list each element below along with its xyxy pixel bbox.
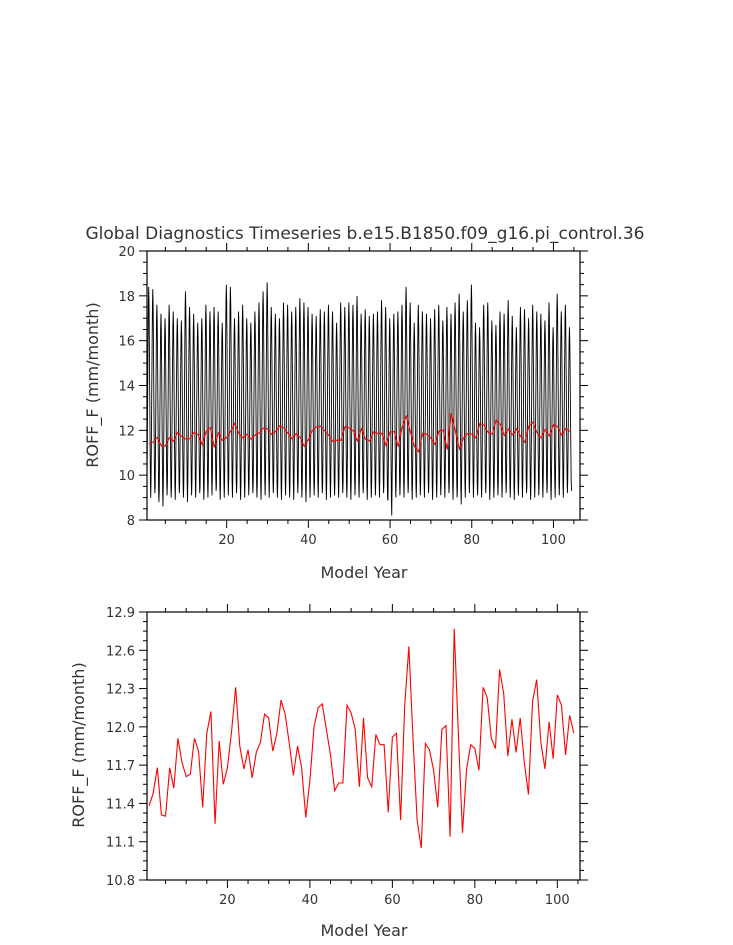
top-plot-area: 20 40 60 80 100 8 10 12 14 16 18 20	[118, 243, 588, 548]
x-tick-label: 60	[382, 533, 399, 548]
x-tick-label: 80	[467, 893, 484, 908]
y-tick-label: 12.9	[106, 606, 135, 621]
bottom-y-axis-label: ROFF_F (mm/month)	[69, 662, 89, 827]
y-tick-label: 10.8	[106, 874, 135, 889]
y-tick-label: 10	[118, 469, 135, 484]
x-tick-label: 60	[384, 893, 401, 908]
x-tick-label: 20	[218, 533, 235, 548]
y-tick-label: 11.1	[106, 836, 135, 851]
top-y-axis-label: ROFF_F (mm/month)	[83, 302, 103, 467]
series-line-annual-mean	[148, 412, 571, 453]
y-tick-label: 11.4	[106, 797, 135, 812]
bottom-chart: 20 40 60 80 100 10.8 11.1 11.4 11.7 12.0 12.3 12.6 1…	[69, 604, 588, 940]
top-x-axis-label: Model Year	[321, 563, 408, 582]
bottom-plot-area: 20 40 60 80 100 10.8 11.1 11.4 11.7 12.0 12.3 12.6 1…	[106, 604, 588, 908]
y-tick-label: 12.3	[106, 683, 135, 698]
x-tick-label: 100	[541, 533, 566, 548]
top-chart: Global Diagnostics Timeseries b.e15.B185…	[83, 224, 644, 582]
x-tick-label: 40	[302, 893, 319, 908]
y-tick-label: 16	[118, 335, 135, 350]
y-tick-label: 12.6	[106, 644, 135, 659]
series-line-monthly	[146, 282, 572, 516]
series-line-annual-mean	[148, 628, 575, 849]
y-tick-label: 8	[127, 514, 135, 529]
x-tick-label: 100	[545, 893, 570, 908]
x-tick-label: 40	[300, 533, 317, 548]
y-tick-label: 12	[118, 424, 135, 439]
y-tick-label: 12.0	[106, 721, 135, 736]
bottom-x-axis-label: Model Year	[321, 921, 408, 940]
x-tick-label: 20	[219, 893, 236, 908]
y-tick-label: 14	[118, 380, 135, 395]
x-tick-label: 80	[463, 533, 480, 548]
chart-title: Global Diagnostics Timeseries b.e15.B185…	[86, 224, 645, 244]
y-tick-label: 11.7	[106, 759, 135, 774]
y-tick-label: 18	[118, 290, 135, 305]
y-tick-label: 20	[118, 245, 135, 260]
